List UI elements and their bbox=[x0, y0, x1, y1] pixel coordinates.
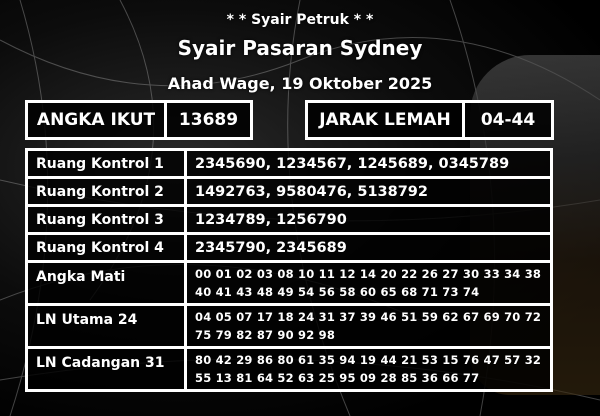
row-label: Ruang Kontrol 2 bbox=[25, 176, 187, 207]
jarak-lemah-label: JARAK LEMAH bbox=[308, 103, 465, 137]
jarak-lemah-box: JARAK LEMAH 04-44 bbox=[305, 100, 554, 140]
row-value: 2345790, 2345689 bbox=[184, 232, 553, 263]
row-value: 80 42 29 86 80 61 35 94 19 44 21 53 15 7… bbox=[184, 346, 553, 392]
table-row: Ruang Kontrol 4 2345790, 2345689 bbox=[25, 232, 553, 263]
row-label: Angka Mati bbox=[25, 260, 187, 306]
row-label: LN Cadangan 31 bbox=[25, 346, 187, 392]
table-row: LN Cadangan 31 80 42 29 86 80 61 35 94 19… bbox=[25, 346, 553, 392]
table-row: LN Utama 24 04 05 07 17 18 24 31 37 39 46… bbox=[25, 303, 553, 349]
row-value: 1492763, 9580476, 5138792 bbox=[184, 176, 553, 207]
table-row: Ruang Kontrol 3 1234789, 1256790 bbox=[25, 204, 553, 235]
subtitle: * * Syair Petruk * * bbox=[226, 12, 374, 28]
page-title: Syair Pasaran Sydney bbox=[177, 36, 423, 60]
syair-table: Ruang Kontrol 1 2345690, 1234567, 1245689… bbox=[25, 148, 553, 392]
table-row: Ruang Kontrol 2 1492763, 9580476, 5138792 bbox=[25, 176, 553, 207]
angka-ikut-label: ANGKA IKUT bbox=[28, 103, 167, 137]
row-label: Ruang Kontrol 1 bbox=[25, 148, 187, 179]
date: Ahad Wage, 19 Oktober 2025 bbox=[167, 74, 433, 93]
table-row: Angka Mati 00 01 02 03 08 10 11 12 14 20 … bbox=[25, 260, 553, 306]
row-value: 00 01 02 03 08 10 11 12 14 20 22 26 27 3… bbox=[184, 260, 553, 306]
row-label: LN Utama 24 bbox=[25, 303, 187, 349]
row-value: 04 05 07 17 18 24 31 37 39 46 51 59 62 6… bbox=[184, 303, 553, 349]
jarak-lemah-value: 04-44 bbox=[480, 110, 536, 130]
row-value: 2345690, 1234567, 1245689, 0345789 bbox=[184, 148, 553, 179]
angka-ikut-value: 13689 bbox=[178, 110, 239, 130]
angka-ikut-box: ANGKA IKUT 13689 bbox=[25, 100, 253, 140]
row-label: Ruang Kontrol 4 bbox=[25, 232, 187, 263]
row-value: 1234789, 1256790 bbox=[184, 204, 553, 235]
table-row: Ruang Kontrol 1 2345690, 1234567, 1245689… bbox=[25, 148, 553, 179]
row-label: Ruang Kontrol 3 bbox=[25, 204, 187, 235]
